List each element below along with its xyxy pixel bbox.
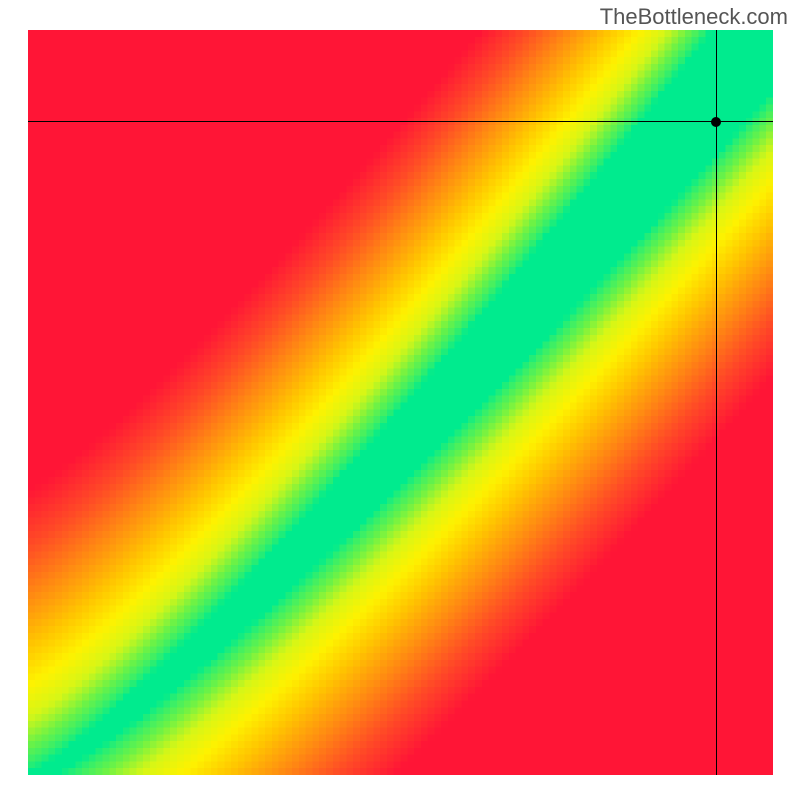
plot-area — [28, 30, 773, 775]
root-container: TheBottleneck.com — [0, 0, 800, 800]
attribution-text: TheBottleneck.com — [600, 4, 788, 30]
heatmap-canvas — [28, 30, 773, 775]
